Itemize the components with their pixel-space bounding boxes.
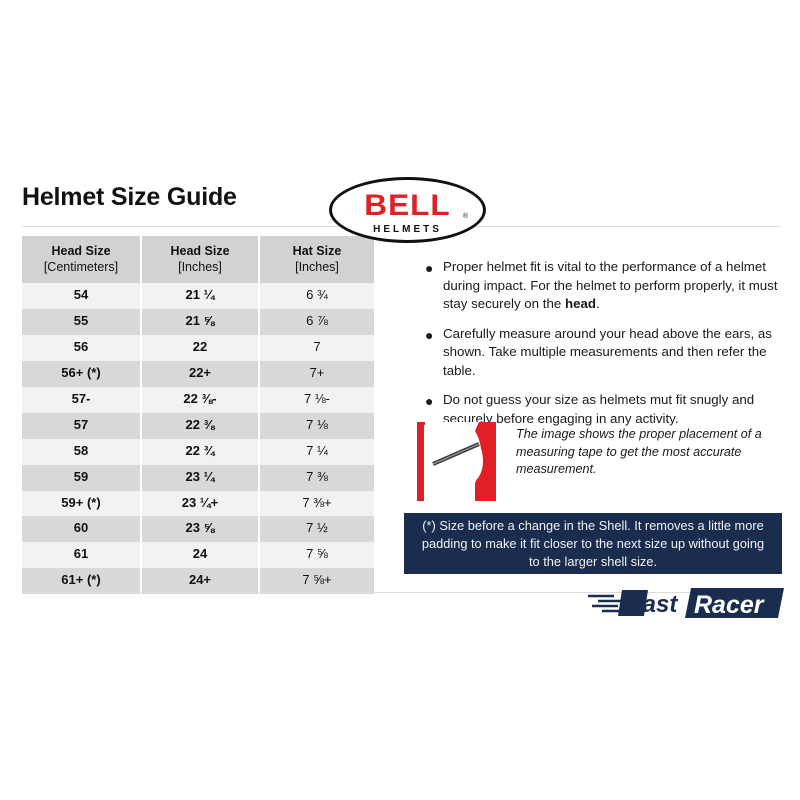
figure-caption: The image shows the proper placement of … (516, 427, 762, 476)
cell-head-size-inches: 24+ (142, 568, 260, 595)
cell-hat-size-inches: 7 ⅛- (260, 386, 374, 413)
bell-logo-subtitle: HELMETS (373, 224, 442, 235)
bullet-icon: ● (425, 260, 434, 276)
cell-head-size-cm: 61 (22, 542, 142, 569)
cell-head-size-cm: 60 (22, 516, 142, 543)
table-header-row: Head Size [Centimeters] Head Size [Inche… (22, 236, 374, 283)
cell-head-size-cm: 54 (22, 283, 142, 309)
cell-head-size-inches: 21 ⅝ (142, 308, 260, 335)
cell-head-size-cm: 58 (22, 438, 142, 465)
helmet-size-table: Head Size [Centimeters] Head Size [Inche… (22, 236, 374, 595)
cell-hat-size-inches: 7 ⅛ (260, 412, 374, 439)
column-header-head-size-cm: Head Size [Centimeters] (22, 236, 142, 283)
cell-head-size-cm: 57- (22, 386, 142, 413)
cell-head-size-cm: 56+ (*) (22, 360, 142, 387)
column-unit: [Inches] (178, 260, 222, 274)
cell-hat-size-inches: 6 ⅞ (260, 308, 374, 335)
fastracer-word-two: Racer (694, 591, 765, 619)
note-text-tail: . (596, 296, 600, 311)
note-text-2: Do not guess your size as helmets mut fi… (443, 392, 755, 426)
table-row: 56 22 7 (22, 334, 374, 361)
cell-head-size-inches: 24 (142, 542, 260, 569)
list-item: ● Proper helmet fit is vital to the perf… (425, 258, 780, 314)
fastracer-logo: Fast Racer (588, 586, 784, 620)
cell-hat-size-inches: 7+ (260, 360, 374, 387)
note-text-1: Carefully measure around your head above… (443, 325, 772, 378)
cell-hat-size-inches: 7 ⅝+ (260, 568, 374, 595)
cell-hat-size-inches: 7 ⅜ (260, 464, 374, 491)
column-header-hat-size-in: Hat Size [Inches] (260, 236, 374, 283)
registered-trademark-icon: ® (462, 213, 468, 220)
cell-hat-size-inches: 7 ¼ (260, 438, 374, 465)
cell-head-size-inches: 21 ¼ (142, 283, 260, 309)
table-row: 56+ (*) 22+ 7+ (22, 360, 374, 387)
cell-hat-size-inches: 7 ⅜+ (260, 490, 374, 517)
cell-head-size-inches: 23 ¼ (142, 464, 260, 491)
page-title: Helmet Size Guide (22, 183, 237, 211)
measurement-figure: The image shows the proper placement of … (417, 422, 782, 501)
fit-notes-list: ● Proper helmet fit is vital to the perf… (425, 258, 780, 439)
table-row: 57- 22 ⅜- 7 ⅛- (22, 386, 374, 413)
column-title: Hat Size (292, 244, 342, 258)
column-unit: [Inches] (295, 260, 339, 274)
cell-head-size-inches: 22 (142, 334, 260, 361)
cell-head-size-inches: 22 ¾ (142, 438, 260, 465)
bell-helmets-logo: BELL ® HELMETS (329, 177, 486, 243)
note-emphasis: head (564, 296, 596, 311)
footer-divider (22, 592, 780, 593)
table-row: 59+ (*) 23 ¼+ 7 ⅜+ (22, 490, 374, 517)
bell-logo-wordmark: BELL (364, 189, 451, 222)
cell-hat-size-inches: 7 ½ (260, 516, 374, 543)
bullet-icon: ● (425, 326, 434, 343)
shell-size-note: (*) Size before a change in the Shell. I… (404, 513, 782, 574)
cell-head-size-cm: 55 (22, 308, 142, 335)
cell-head-size-cm: 59 (22, 464, 142, 491)
cell-head-size-cm: 61+ (*) (22, 568, 142, 595)
cell-hat-size-inches: 7 (260, 334, 374, 361)
list-item: ● Carefully measure around your head abo… (425, 325, 780, 381)
cell-head-size-inches: 22 ⅜- (142, 386, 260, 413)
cell-head-size-inches: 22 ⅜ (142, 412, 260, 439)
cell-head-size-cm: 57 (22, 412, 142, 439)
shell-size-note-text: (*) Size before a change in the Shell. I… (421, 517, 765, 569)
bullet-icon: ● (425, 393, 434, 409)
column-title: Head Size (170, 244, 230, 258)
cell-head-size-cm: 56 (22, 334, 142, 361)
column-title: Head Size (51, 244, 111, 258)
cell-head-size-inches: 23 ⅝ (142, 516, 260, 543)
table-row: 61 24 7 ⅝ (22, 542, 374, 569)
cell-hat-size-inches: 6 ¾ (260, 283, 374, 309)
column-header-head-size-in: Head Size [Inches] (142, 236, 260, 283)
fastracer-word-one: Fast (628, 591, 678, 618)
cell-hat-size-inches: 7 ⅝ (260, 542, 374, 569)
note-text-segment: Proper helmet fit is vital to the perfor… (443, 259, 778, 311)
cell-head-size-inches: 23 ¼+ (142, 490, 260, 517)
note-text-0: Proper helmet fit is vital to the perfor… (443, 258, 780, 314)
table-row: 61+ (*) 24+ 7 ⅝+ (22, 568, 374, 595)
column-unit: [Centimeters] (43, 260, 119, 274)
head-measuring-tape-icon (417, 422, 496, 501)
list-item: ● Do not guess your size as helmets mut … (425, 391, 780, 428)
cell-head-size-cm: 59+ (*) (22, 490, 142, 517)
cell-head-size-inches: 22+ (142, 360, 260, 387)
